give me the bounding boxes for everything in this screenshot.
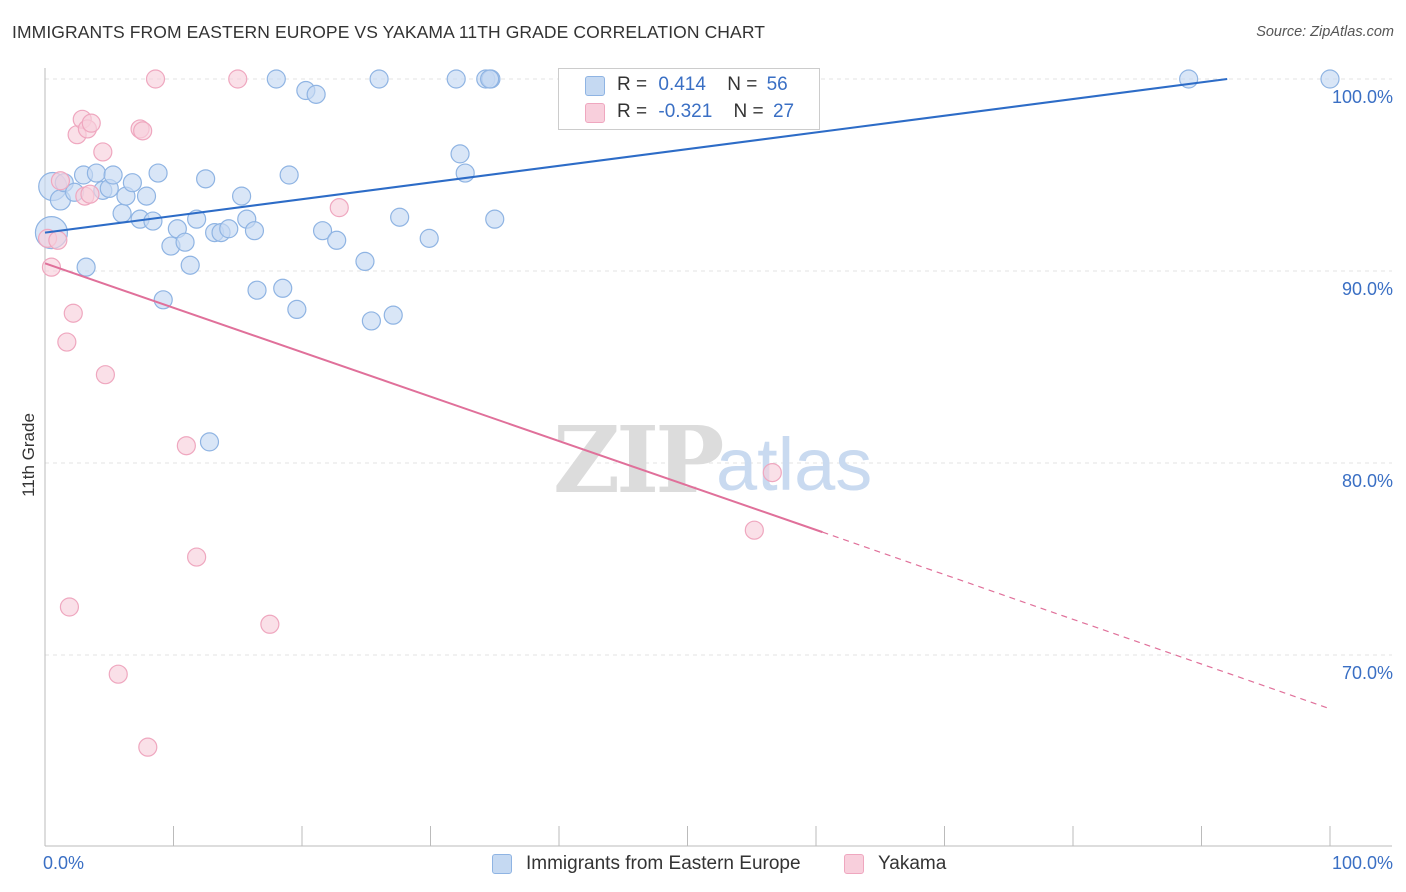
legend-swatch-pink — [844, 854, 864, 874]
data-point-yakama — [80, 184, 100, 204]
x-tick-label: 100.0% — [1332, 853, 1393, 873]
data-point-eastern-europe — [175, 232, 195, 252]
data-point-eastern-europe — [219, 219, 239, 239]
legend-r-label: R = — [617, 101, 648, 122]
data-point-eastern-europe — [148, 163, 168, 183]
data-point-yakama — [176, 436, 196, 456]
data-point-eastern-europe — [103, 165, 123, 185]
data-point-eastern-europe — [199, 432, 220, 452]
data-point-eastern-europe — [327, 230, 347, 250]
data-point-yakama — [63, 303, 83, 323]
data-point-eastern-europe — [76, 257, 96, 277]
data-point-eastern-europe — [369, 69, 389, 89]
data-point-yakama — [59, 597, 80, 617]
legend-r-label: R = — [617, 74, 648, 95]
data-point-yakama — [41, 257, 62, 277]
y-tick-label: 100.0% — [1332, 87, 1393, 107]
data-point-eastern-europe — [112, 203, 132, 223]
data-point-eastern-europe — [273, 278, 293, 298]
data-point-eastern-europe — [122, 173, 142, 193]
y-axis-label: 11th Grade — [19, 413, 38, 497]
watermark-zip: ZIP — [553, 406, 722, 514]
series-legend-label: Immigrants from Eastern Europe — [526, 853, 801, 874]
data-point-yakama — [48, 230, 68, 250]
legend-swatch-blue — [492, 854, 512, 874]
legend-r-value: 0.414 — [658, 74, 706, 95]
data-point-yakama — [81, 113, 101, 133]
data-point-eastern-europe — [153, 290, 173, 310]
legend-swatch-pink — [585, 103, 605, 123]
stats-legend: R = 0.414 N = 56 R = -0.321 N = 27 — [558, 68, 820, 130]
trend-line-yakama-extension — [822, 531, 1331, 710]
legend-r-value: -0.321 — [658, 101, 713, 122]
points-layer — [34, 69, 1340, 757]
data-point-eastern-europe — [143, 211, 163, 231]
data-point-eastern-europe — [136, 186, 157, 206]
series-legend-label: Yakama — [878, 853, 947, 874]
data-point-yakama — [93, 142, 113, 162]
legend-swatch-blue — [585, 76, 605, 96]
legend-n-value: 56 — [766, 74, 788, 95]
data-point-eastern-europe — [450, 144, 470, 164]
data-point-eastern-europe — [419, 228, 439, 248]
trend-line-yakama — [44, 262, 823, 534]
data-point-eastern-europe — [196, 169, 216, 189]
series-legend: Immigrants from Eastern Europe Yakama — [0, 852, 1406, 878]
labels-layer: 100.0% 90.0% 80.0% 70.0% 0.0% 100.0% 11th Grad… — [19, 87, 1393, 873]
data-point-eastern-europe — [180, 255, 200, 275]
data-point-yakama — [57, 332, 77, 352]
data-point-yakama — [187, 547, 207, 567]
y-tick-label: 80.0% — [1342, 471, 1393, 491]
watermark-atlas: atlas — [716, 423, 872, 506]
data-point-yakama — [145, 69, 166, 89]
data-point-eastern-europe — [86, 163, 107, 183]
grid-layer — [45, 78, 1392, 656]
legend-n-label: N = — [727, 74, 758, 95]
data-point-eastern-europe — [244, 221, 265, 241]
trend-layer — [44, 78, 1331, 710]
data-point-yakama — [329, 198, 349, 218]
chart-title: IMMIGRANTS FROM EASTERN EUROPE VS YAKAMA… — [12, 22, 766, 42]
data-point-eastern-europe — [446, 69, 466, 89]
data-point-yakama — [108, 664, 128, 684]
data-point-yakama — [228, 69, 248, 89]
source-credit: Source: ZipAtlas.com — [1256, 24, 1394, 40]
data-point-eastern-europe — [266, 69, 286, 89]
y-tick-label: 70.0% — [1342, 663, 1393, 683]
legend-n-label: N = — [733, 101, 764, 122]
data-point-eastern-europe — [390, 207, 410, 227]
data-point-yakama — [260, 614, 280, 634]
x-tick-label: 0.0% — [43, 853, 84, 873]
data-point-eastern-europe — [287, 299, 307, 319]
data-point-eastern-europe — [279, 165, 299, 185]
y-tick-label: 90.0% — [1342, 279, 1393, 299]
data-point-yakama — [95, 365, 115, 385]
data-point-eastern-europe — [485, 209, 505, 229]
data-point-yakama — [50, 171, 71, 191]
data-point-yakama — [138, 737, 158, 757]
axes-layer — [44, 68, 1392, 847]
data-point-yakama — [762, 463, 782, 483]
data-point-eastern-europe — [306, 84, 326, 104]
data-point-yakama — [133, 121, 153, 141]
data-point-eastern-europe — [480, 69, 500, 89]
data-point-eastern-europe — [232, 186, 252, 206]
data-point-yakama — [744, 520, 764, 540]
data-point-eastern-europe — [383, 305, 403, 325]
data-point-eastern-europe — [355, 251, 375, 271]
legend-n-value: 27 — [772, 101, 795, 122]
trend-line-eastern-europe — [44, 78, 1228, 234]
data-point-eastern-europe — [247, 280, 267, 300]
data-point-eastern-europe — [187, 209, 207, 229]
data-point-eastern-europe — [1320, 69, 1340, 89]
data-point-eastern-europe — [312, 221, 333, 241]
data-point-eastern-europe — [361, 311, 381, 331]
